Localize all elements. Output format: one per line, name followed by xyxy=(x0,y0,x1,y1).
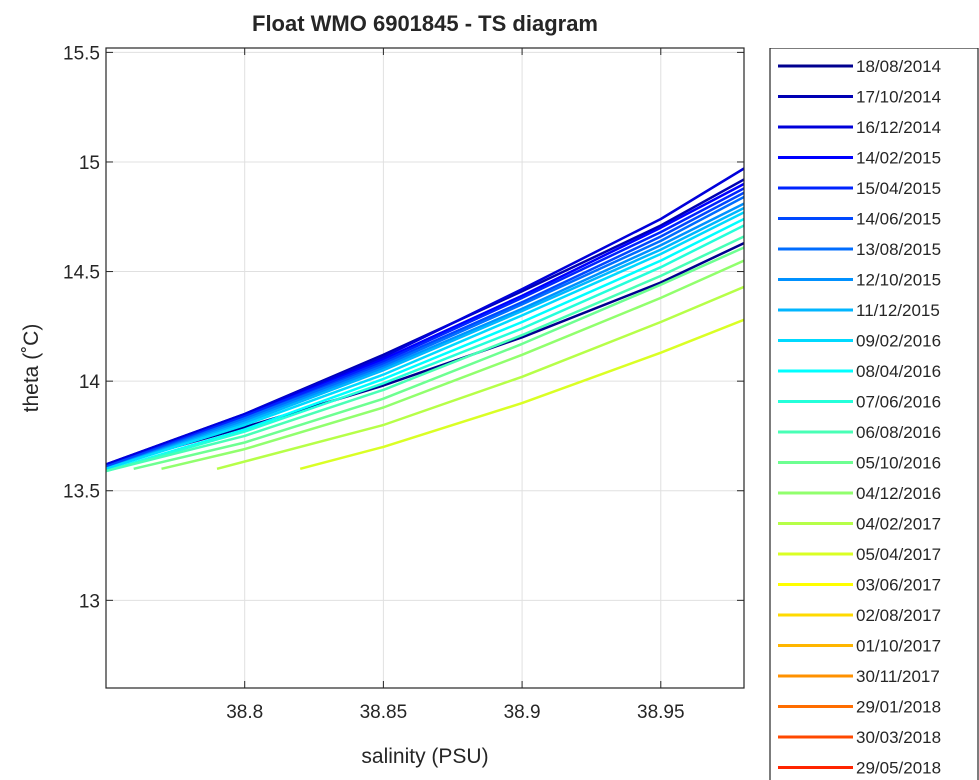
legend-label: 15/04/2015 xyxy=(856,179,941,198)
legend-label: 30/03/2018 xyxy=(856,728,941,747)
legend-label: 01/10/2017 xyxy=(856,637,941,656)
legend-label: 14/06/2015 xyxy=(856,210,941,229)
legend-label: 11/12/2015 xyxy=(856,301,940,320)
legend-label: 05/10/2016 xyxy=(856,454,941,473)
series-line-9 xyxy=(106,206,744,470)
legend-label: 03/06/2017 xyxy=(856,576,941,595)
legend-label: 16/12/2014 xyxy=(856,118,941,137)
series-line-17 xyxy=(299,318,744,471)
series-line-8 xyxy=(106,202,744,470)
series-line-10 xyxy=(106,211,744,470)
x-tick-label: 38.95 xyxy=(637,702,685,723)
legend-label: 12/10/2015 xyxy=(856,271,941,290)
axis-ticks: 38.8 38.85 38.9 38.95 13 13.5 14 14.5 15 15.5 xyxy=(63,43,744,723)
series-line-11 xyxy=(106,217,744,473)
legend-label: 04/12/2016 xyxy=(856,484,941,503)
legend-label: 04/02/2017 xyxy=(856,515,941,534)
x-tick-label: 38.8 xyxy=(226,702,263,723)
legend-label: 02/08/2017 xyxy=(856,606,941,625)
y-tick-label: 13 xyxy=(79,591,100,612)
legend-label: 06/08/2016 xyxy=(856,423,941,442)
legend-box xyxy=(769,48,979,780)
legend-label: 14/02/2015 xyxy=(856,149,941,168)
legend-label: 17/10/2014 xyxy=(856,88,941,107)
legend-label: 08/04/2016 xyxy=(856,362,941,381)
legend-label: 29/05/2018 xyxy=(856,759,941,778)
y-tick-label: 14 xyxy=(79,372,101,393)
y-axis-label: theta (˚C) xyxy=(20,324,43,413)
chart-title: Float WMO 6901845 - TS diagram xyxy=(252,11,598,36)
series-line-3 xyxy=(106,167,744,466)
legend-label: 30/11/2017 xyxy=(856,667,940,686)
y-tick-label: 13.5 xyxy=(63,482,100,503)
legend-label: 29/01/2018 xyxy=(856,698,941,717)
x-axis-label: salinity (PSU) xyxy=(361,745,488,768)
legend: 18/08/2014 17/10/2014 16/12/2014 14/02/2015… xyxy=(769,48,979,780)
series-line-7 xyxy=(106,195,744,470)
series-line-16 xyxy=(216,285,744,471)
series-line-12 xyxy=(106,224,744,473)
series-line-15 xyxy=(161,259,744,471)
legend-label: 13/08/2015 xyxy=(856,240,941,259)
series-line-5 xyxy=(106,187,744,468)
series-line-14 xyxy=(133,246,744,471)
legend-label: 09/02/2016 xyxy=(856,332,941,351)
plot-frame xyxy=(105,47,745,689)
series-lines xyxy=(106,167,744,473)
series-line-13 xyxy=(106,235,744,473)
x-tick-label: 38.9 xyxy=(504,702,541,723)
legend-label: 05/04/2017 xyxy=(856,545,941,564)
legend-label: 07/06/2016 xyxy=(856,393,941,412)
x-tick-label: 38.85 xyxy=(360,702,408,723)
y-tick-label: 14.5 xyxy=(63,263,100,284)
y-tick-label: 15.5 xyxy=(63,43,100,64)
legend-label: 18/08/2014 xyxy=(856,57,941,76)
y-tick-label: 15 xyxy=(79,153,100,174)
